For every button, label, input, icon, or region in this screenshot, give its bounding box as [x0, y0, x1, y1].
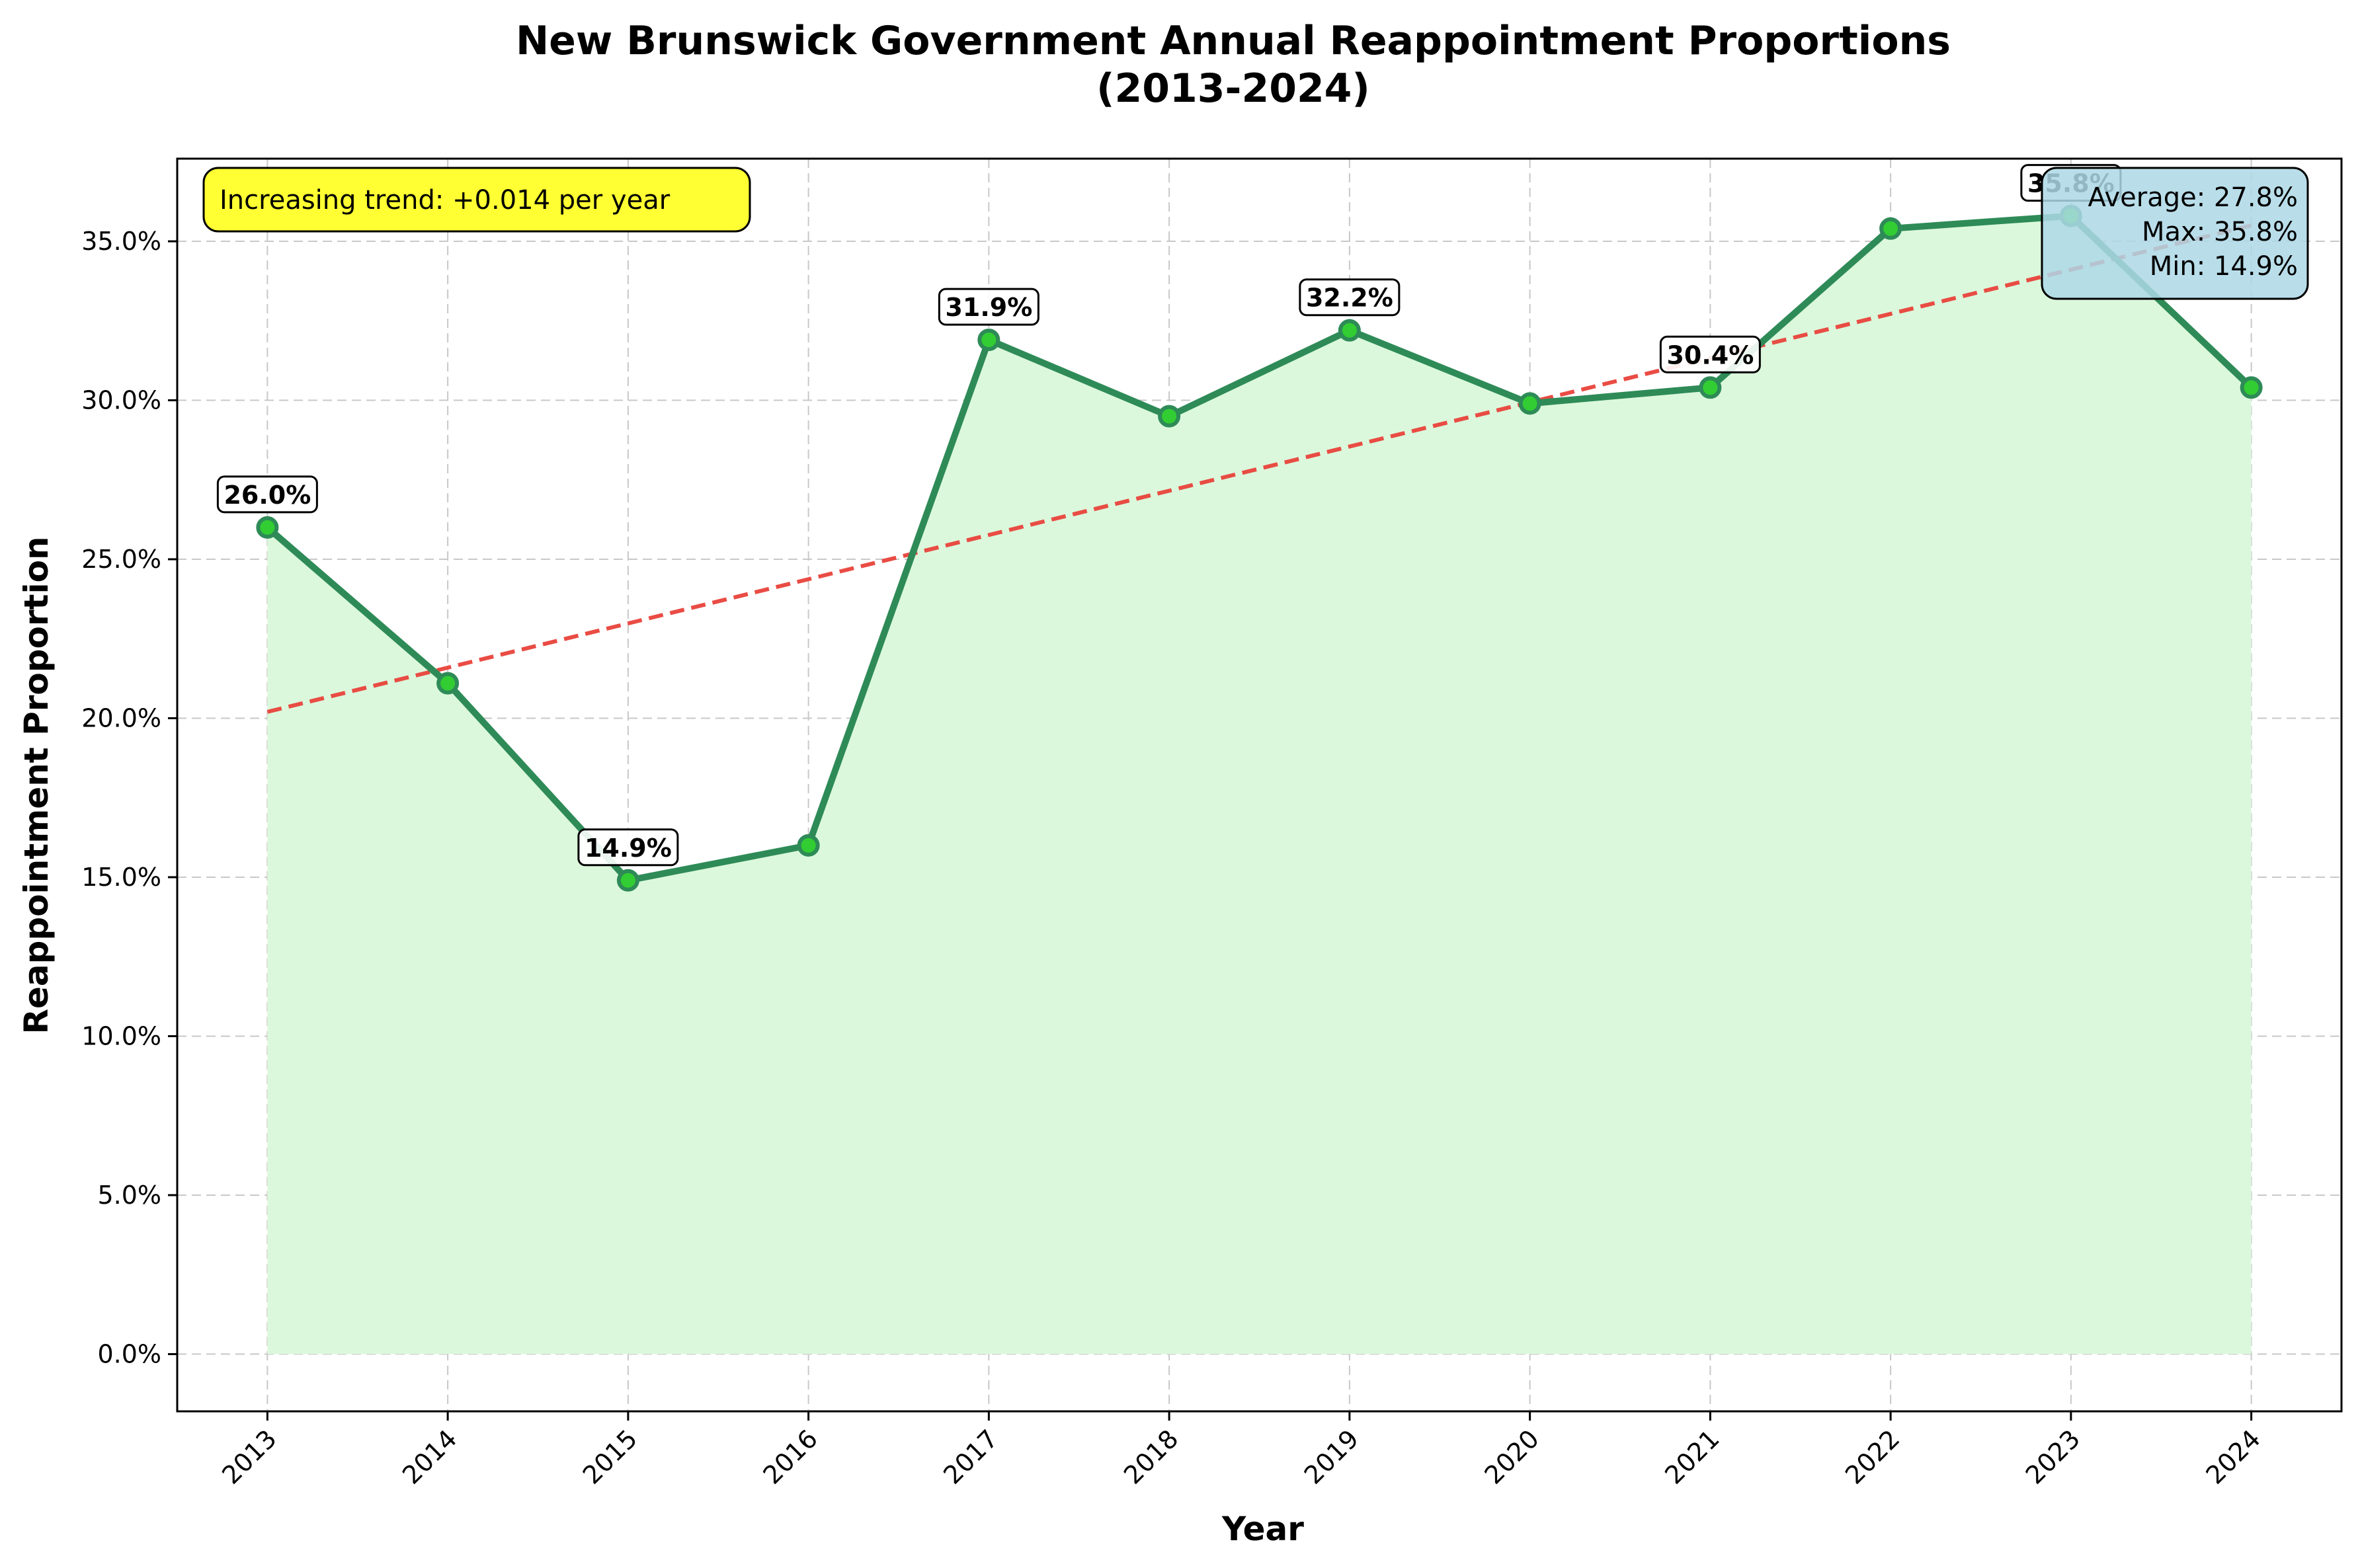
x-tick-label-2013: 2013: [216, 1424, 282, 1490]
area-fill: [267, 216, 2252, 1354]
x-tick-label-2015: 2015: [577, 1424, 643, 1490]
data-label-box-2017: [938, 288, 1039, 326]
data-label-2013: 26.0%: [224, 481, 311, 510]
data-label-box-2021: [1659, 335, 1761, 373]
stats-average: Average: 27.8%: [2088, 182, 2298, 213]
data-point-2020: [1518, 392, 1541, 415]
y-tick-label-4: 20.0%: [81, 703, 161, 732]
data-label-2019: 32.2%: [1306, 284, 1393, 313]
y-tick-label-3: 15.0%: [81, 863, 161, 892]
x-axis-ticks: 2013 2014 2015 2016 2017 2018 2019 2020 2021 2022…: [216, 1411, 2266, 1490]
y-tick-label-6: 30.0%: [81, 386, 161, 415]
x-tick-label-2020: 2020: [1479, 1424, 1545, 1490]
area-fill-shape: [267, 216, 2252, 1354]
data-label-2021: 30.4%: [1666, 340, 1754, 370]
data-point-2015: [616, 869, 639, 892]
x-tick-label-2018: 2018: [1118, 1424, 1184, 1490]
x-tick-label-2024: 2024: [2200, 1424, 2266, 1490]
stats-box: Average: 27.8% Max: 35.8% Min: 14.9%: [2041, 167, 2309, 300]
data-point-2018: [1158, 405, 1181, 428]
y-tick-label-7: 35.0%: [81, 227, 161, 256]
data-label-box-2019: [1299, 278, 1401, 317]
chart-title-line2: (2013-2024): [1096, 65, 1370, 112]
data-point-2022: [1879, 217, 1902, 240]
stats-box-background: [2041, 167, 2309, 300]
stats-min: Min: 14.9%: [2150, 251, 2298, 282]
data-label-box-2013: [216, 475, 318, 514]
data-label-box-2015: [577, 828, 679, 867]
y-tick-label-1: 5.0%: [97, 1181, 161, 1210]
x-tick-label-2022: 2022: [1840, 1424, 1906, 1490]
x-tick-label-2014: 2014: [397, 1424, 463, 1490]
trend-line-group: [266, 223, 2252, 714]
data-point-2016: [797, 834, 820, 857]
x-axis-title: Year: [1221, 1510, 1304, 1548]
x-tick-label-2019: 2019: [1299, 1424, 1365, 1490]
plot-frame: [176, 157, 2343, 1413]
x-tick-label-2016: 2016: [757, 1424, 823, 1490]
data-points: [256, 204, 2263, 892]
data-point-2013: [256, 516, 279, 539]
trend-annotation-box: [202, 167, 751, 233]
data-point-2014: [436, 672, 460, 695]
trend-annotation-text: Increasing trend: +0.014 per year: [220, 185, 671, 216]
data-label-2017: 31.9%: [945, 293, 1032, 322]
y-tick-label-2: 10.0%: [81, 1021, 161, 1050]
y-axis-ticks: 0.0% 5.0% 10.0% 15.0% 20.0% 25.0% 30.0% 35.0%: [81, 227, 177, 1368]
trend-line: [266, 223, 2252, 714]
data-point-2019: [1338, 319, 1361, 342]
data-label-2015: 14.9%: [585, 834, 672, 863]
data-point-2024: [2240, 376, 2263, 399]
x-tick-label-2017: 2017: [938, 1424, 1004, 1490]
data-point-2017: [977, 329, 1000, 352]
stats-max: Max: 35.8%: [2142, 217, 2298, 247]
y-axis-title: Reappointment Proportion: [17, 536, 56, 1034]
y-tick-label-5: 25.0%: [81, 545, 161, 574]
y-tick-label-0: 0.0%: [97, 1339, 161, 1368]
chart-title-line1: New Brunswick Government Annual Reappoin…: [516, 18, 1951, 64]
x-tick-label-2021: 2021: [1659, 1424, 1725, 1490]
trend-annotation: Increasing trend: +0.014 per year: [202, 167, 751, 233]
data-point-2021: [1699, 376, 1722, 399]
x-tick-label-2023: 2023: [2020, 1424, 2086, 1490]
